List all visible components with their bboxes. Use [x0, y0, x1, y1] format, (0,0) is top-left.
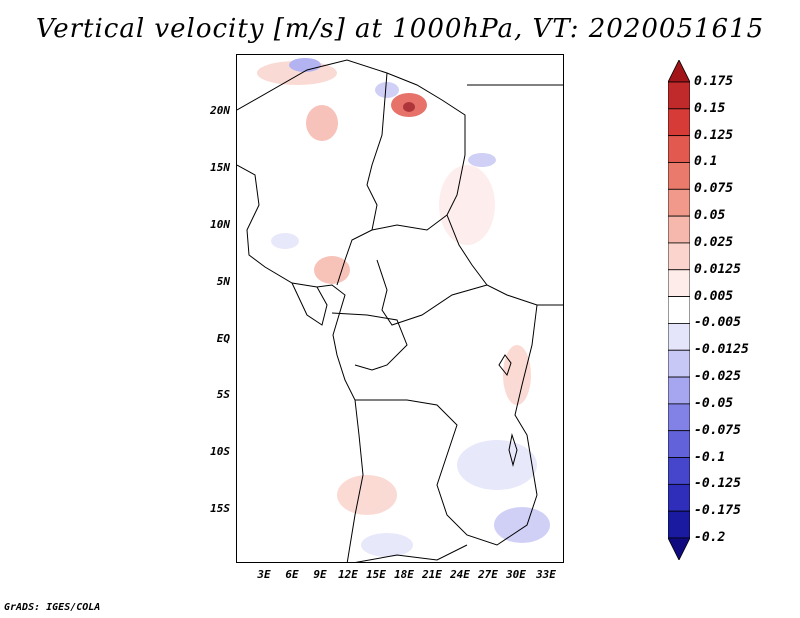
negative-velocity-patch	[271, 233, 299, 249]
chart-title: Vertical velocity [m/s] at 1000hPa, VT: …	[35, 14, 765, 44]
negative-velocity-patch	[494, 507, 550, 543]
negative-velocity-patch	[361, 533, 413, 557]
border-line	[331, 312, 408, 371]
map-svg	[237, 58, 563, 562]
colorbar-swatch	[668, 81, 690, 110]
colorbar-swatch	[668, 215, 690, 244]
colorbar-label: -0.0125	[694, 342, 749, 358]
colorbar-label: -0.175	[694, 503, 741, 519]
colorbar-swatch	[668, 108, 690, 137]
border-line	[514, 304, 538, 496]
colorbar-swatch	[668, 376, 690, 405]
colorbar-label: 0.05	[694, 208, 726, 224]
colorbar-label: -0.1	[694, 449, 726, 465]
border-line	[237, 59, 466, 155]
colorbar-label: -0.075	[694, 422, 741, 438]
positive-velocity-patch	[314, 256, 350, 284]
colorbar-swatch	[668, 430, 690, 458]
colorbar-swatch	[668, 457, 690, 485]
colorbar-swatch	[668, 483, 690, 512]
lon-label: 18E	[394, 568, 414, 581]
colorbar-swatch	[668, 269, 690, 297]
lon-label: 21E	[422, 568, 442, 581]
lon-label: 27E	[478, 568, 498, 581]
colorbar-swatch	[668, 403, 690, 432]
positive-velocity-patch	[503, 345, 531, 405]
colorbar-label: -0.05	[694, 395, 734, 411]
negative-velocity-patch	[289, 58, 321, 72]
positive-velocity-patch	[306, 105, 338, 141]
border-line	[376, 259, 488, 326]
lake-outline	[508, 433, 518, 467]
lat-label: 10N	[210, 218, 230, 231]
colorbar-label: 0.15	[694, 100, 726, 116]
lat-label: 15S	[210, 502, 230, 515]
colorbar-label: 0.025	[694, 234, 734, 250]
lat-label: 5S	[216, 388, 230, 401]
colorbar-label: -0.025	[694, 369, 741, 385]
colorbar-label: -0.005	[694, 315, 741, 331]
grads-credit: GrADS: IGES/COLA	[4, 602, 101, 613]
lon-label: 33E	[536, 568, 556, 581]
west-africa-coast	[237, 164, 364, 562]
negative-velocity-patch	[457, 440, 537, 490]
border-line	[371, 214, 448, 231]
border-line	[446, 154, 563, 306]
negative-velocity-patch	[468, 153, 496, 167]
negative-velocity-patch	[375, 82, 399, 98]
positive-velocity-patch	[337, 475, 397, 515]
border-line	[355, 399, 538, 546]
lat-label: 20N	[210, 104, 230, 117]
colorbar-label: 0.075	[694, 181, 734, 197]
colorbar-swatch	[668, 135, 690, 163]
colorbar-label: 0.125	[694, 127, 734, 143]
colorbar-label: 0.005	[694, 288, 734, 304]
colorbar-swatch	[668, 323, 690, 351]
colorbar-label: 0.1	[694, 154, 718, 170]
colorbar-swatch	[668, 296, 690, 324]
colorbar-label: -0.2	[694, 530, 726, 545]
lon-label: 15E	[366, 568, 386, 581]
border-line	[336, 72, 388, 286]
lon-label: 24E	[450, 568, 470, 581]
colorbar-label: 0.175	[694, 74, 734, 89]
border-line	[355, 544, 468, 562]
border-line	[291, 282, 328, 326]
lat-label: 15N	[210, 161, 230, 174]
colorbar-label: -0.125	[694, 476, 741, 492]
colorbar-swatch	[668, 537, 690, 560]
lon-label: 9E	[313, 568, 327, 581]
colorbar	[668, 60, 690, 560]
positive-velocity-patch	[403, 102, 415, 112]
colorbar-label: 0.0125	[694, 261, 741, 277]
lon-label: 12E	[338, 568, 358, 581]
velocity-field	[257, 58, 550, 557]
colorbar-swatch	[668, 349, 690, 378]
lat-label: EQ	[216, 332, 230, 345]
lon-label: 30E	[506, 568, 526, 581]
lat-label: 10S	[210, 445, 230, 458]
lon-label: 3E	[257, 568, 271, 581]
colorbar-swatch	[668, 510, 690, 539]
positive-velocity-patch	[439, 165, 495, 245]
colorbar-swatch	[668, 162, 690, 190]
colorbar-swatch	[668, 188, 690, 217]
colorbar-swatch	[668, 60, 690, 83]
lon-label: 6E	[285, 568, 299, 581]
lat-label: 5N	[216, 275, 230, 288]
colorbar-swatch	[668, 242, 690, 271]
map-panel[interactable]	[236, 54, 564, 563]
lake-outline	[498, 354, 512, 377]
coastlines-borders	[237, 59, 563, 562]
